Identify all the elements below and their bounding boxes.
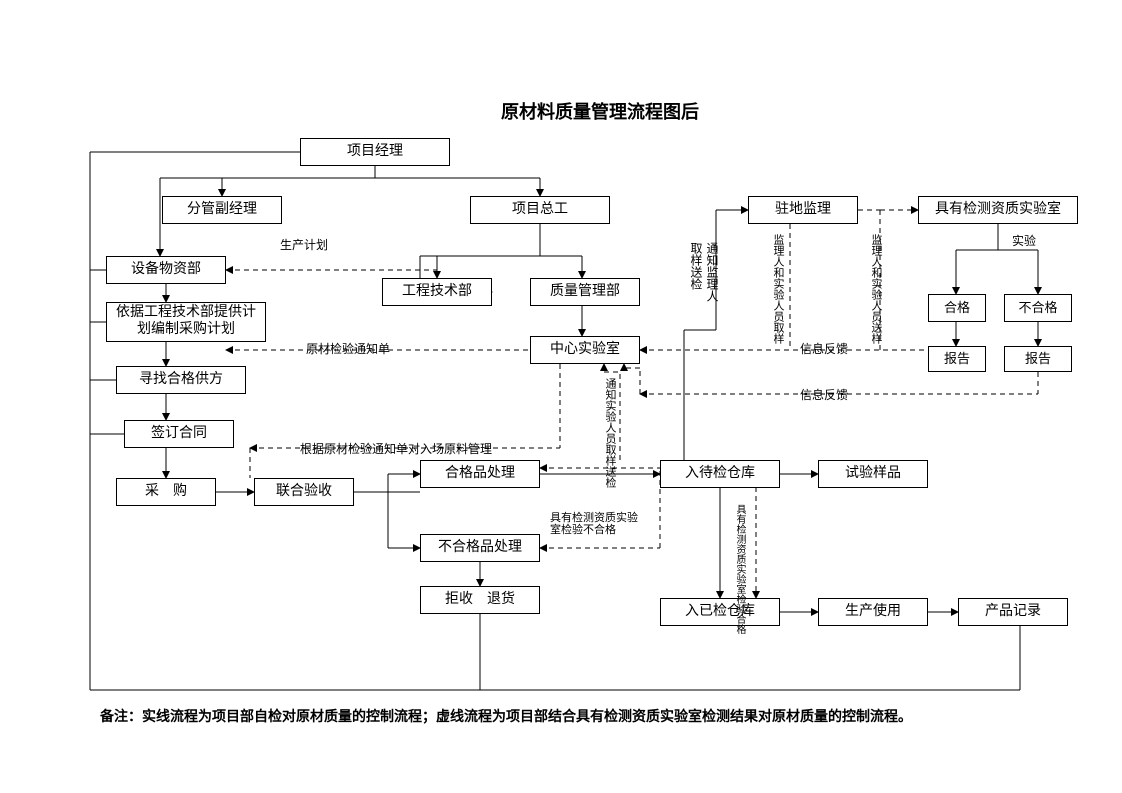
- node-qlab: 具有检测资质实验室: [918, 196, 1078, 224]
- node-report2: 报告: [1004, 346, 1072, 372]
- node-purchase: 采 购: [116, 478, 216, 506]
- node-qc: 质量管理部: [530, 278, 640, 306]
- node-chief: 项目总工: [470, 196, 610, 224]
- label-l_notifylab: 通知实验人员取样送检: [602, 378, 618, 488]
- label-l_supsample: 监理人和实验人员取样: [770, 234, 786, 344]
- node-produse: 生产使用: [818, 598, 928, 626]
- node-sample: 试验样品: [818, 460, 928, 488]
- label-l_sendsample: 取样送检: [688, 242, 705, 290]
- node-ok: 合格品处理: [420, 460, 540, 488]
- label-l_notifysup: 通知监理人: [704, 242, 721, 302]
- label-l_rawnotice: 原材检验通知单: [306, 340, 390, 357]
- node-prodrec: 产品记录: [958, 598, 1068, 626]
- diagram-title: 原材料质量管理流程图后: [480, 98, 720, 124]
- footnote: 备注：实线流程为项目部自检对原材质量的控制流程；虚线流程为项目部结合具有检测资质…: [100, 706, 1060, 726]
- label-l_fb1: 信息反馈: [800, 340, 848, 357]
- label-l_qlabfail: 具有检测资质实验室检验不合格: [550, 512, 646, 536]
- node-fail: 不合格: [1004, 294, 1072, 322]
- label-l_exp: 实验: [1012, 232, 1036, 249]
- node-pm: 项目经理: [300, 138, 450, 166]
- node-lab: 中心实验室: [530, 336, 640, 364]
- label-l_fb2: 信息反馈: [800, 386, 848, 403]
- label-l_prodplan: 生产计划: [280, 236, 328, 253]
- node-jointaccept: 联合验收: [254, 478, 354, 506]
- node-report1: 报告: [928, 346, 986, 372]
- node-plan: 依据工程技术部提供计划编制采购计划: [106, 302, 266, 342]
- node-pending: 入待检仓库: [660, 460, 780, 488]
- flowchart-canvas: 原材料质量管理流程图后项目经理分管副经理 项目总工设备物资部依据工程技术部提供计划…: [0, 0, 1122, 793]
- label-l_manage: 根据原材检验通知单对入场原料管理: [300, 440, 492, 457]
- node-reject: 拒收 退货: [420, 586, 540, 614]
- node-findsup: 寻找合格供方: [116, 366, 246, 394]
- node-pass: 合格: [928, 294, 986, 322]
- label-l_supsend: 监理人和实验人员送样: [868, 234, 884, 344]
- node-contract: 签订合同: [124, 420, 234, 448]
- node-checked: 入已检仓库: [660, 598, 780, 626]
- node-nok: 不合格品处理: [420, 534, 540, 562]
- label-l_qlabpass: 具有检测资质实验室检验合格: [732, 504, 747, 634]
- node-engtech: 工程技术部: [382, 278, 492, 306]
- node-supervisor: 驻地监理: [748, 196, 858, 224]
- node-deputy: 分管副经理: [162, 196, 282, 224]
- node-equip: 设备物资部: [106, 256, 226, 284]
